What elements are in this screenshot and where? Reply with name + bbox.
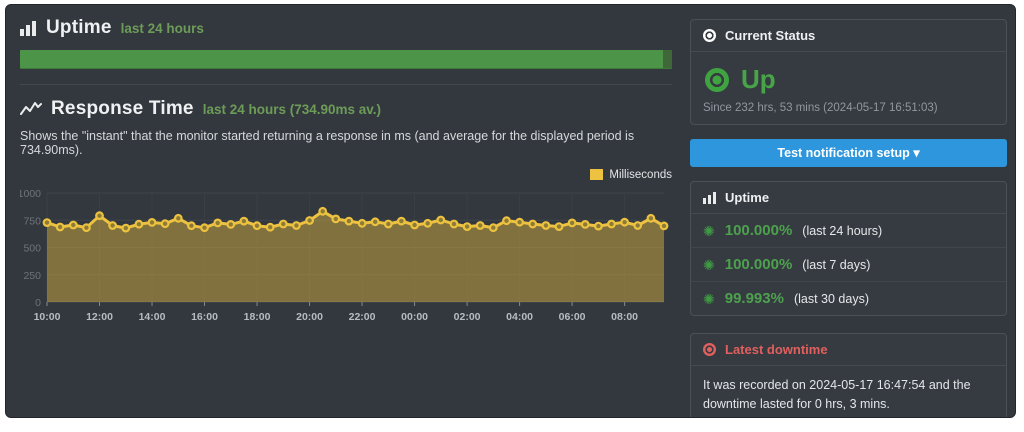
svg-text:20:00: 20:00 [296, 311, 323, 323]
burst-icon: ✺ [703, 256, 715, 273]
uptime-percent: 100.000% [724, 256, 793, 273]
svg-text:00:00: 00:00 [401, 311, 428, 323]
uptime-period: (last 30 days) [793, 291, 869, 306]
current-status-title: Current Status [725, 28, 816, 43]
uptime-percent: 99.993% [724, 290, 784, 307]
svg-text:16:00: 16:00 [191, 311, 218, 323]
chart-legend: Milliseconds [20, 167, 672, 182]
svg-text:14:00: 14:00 [139, 311, 166, 323]
downtime-target-icon [703, 343, 716, 356]
main-column: Uptime last 24 hours Response Time last … [20, 17, 672, 330]
legend-swatch [590, 169, 604, 180]
uptime-section-header: Uptime last 24 hours [20, 17, 672, 39]
status-since: Since 232 hrs, 53 mins (2024-05-17 16:51… [703, 102, 938, 114]
svg-text:04:00: 04:00 [506, 311, 533, 323]
uptime-row-30d: ✺ 99.993% (last 30 days) [691, 282, 1006, 315]
svg-text:12:00: 12:00 [86, 311, 113, 323]
status-row: Up [705, 64, 994, 95]
burst-icon: ✺ [703, 222, 715, 239]
burst-icon: ✺ [703, 290, 715, 307]
svg-text:0: 0 [35, 297, 41, 309]
caret-down-icon: ▾ [913, 146, 920, 160]
latest-downtime-header: Latest downtime [691, 334, 1006, 366]
legend-label: Milliseconds [609, 168, 672, 181]
uptime-percent: 100.000% [724, 222, 793, 239]
response-section-subtitle: last 24 hours (734.90ms av.) [202, 102, 382, 117]
uptime-section-title: Uptime [46, 17, 112, 38]
svg-text:10:00: 10:00 [34, 311, 61, 323]
svg-text:18:00: 18:00 [244, 311, 271, 323]
svg-text:250: 250 [23, 270, 41, 282]
bar-chart-icon [20, 20, 37, 36]
svg-text:06:00: 06:00 [559, 311, 586, 323]
test-notification-button[interactable]: Test notification setup ▾ [690, 139, 1007, 167]
test-notification-label: Test notification setup [777, 146, 910, 160]
latest-downtime-card: Latest downtime It was recorded on 2024-… [690, 333, 1007, 417]
svg-text:22:00: 22:00 [349, 311, 376, 323]
line-chart-icon [20, 101, 42, 117]
latest-downtime-text: It was recorded on 2024-05-17 16:47:54 a… [703, 378, 971, 412]
svg-text:08:00: 08:00 [611, 311, 638, 323]
current-status-body: Up Since 232 hrs, 53 mins (2024-05-17 16… [691, 52, 1006, 124]
response-description: Shows the "instant" that the monitor sta… [20, 129, 635, 157]
status-state: Up [741, 64, 776, 94]
uptime-row-24h: ✺ 100.000% (last 24 hours) [691, 214, 1006, 248]
current-status-header: Current Status [691, 20, 1006, 52]
uptime-row-7d: ✺ 100.000% (last 7 days) [691, 248, 1006, 282]
uptime-period: (last 24 hours) [802, 223, 883, 238]
uptime-stats-title: Uptime [725, 190, 770, 205]
current-status-card: Current Status Up Since 232 hrs, 53 mins… [690, 19, 1007, 125]
status-up-icon [705, 67, 729, 92]
svg-text:02:00: 02:00 [454, 311, 481, 323]
bar-chart-icon [703, 191, 716, 204]
section-divider [20, 84, 672, 85]
response-time-chart: 0 250 500 750 1000 10:00 12:00 14:00 16:00 18:00 2… [20, 188, 669, 323]
uptime-stats-header: Uptime [691, 182, 1006, 214]
response-section-title: Response Time [51, 98, 194, 119]
svg-text:1000: 1000 [20, 188, 41, 200]
svg-text:750: 750 [23, 215, 41, 227]
sidebar: Current Status Up Since 232 hrs, 53 mins… [690, 19, 1007, 417]
dashboard-panel: Uptime last 24 hours Response Time last … [5, 4, 1016, 418]
uptime-period: (last 7 days) [802, 257, 871, 272]
latest-downtime-title: Latest downtime [725, 342, 828, 357]
svg-text:500: 500 [23, 243, 41, 255]
uptime-stats-card: Uptime ✺ 100.000% (last 24 hours) ✺ 100.… [690, 181, 1007, 316]
status-target-icon [703, 29, 716, 42]
response-section-header: Response Time last 24 hours (734.90ms av… [20, 98, 672, 120]
response-chart-container: Milliseconds 0 250 500 750 1000 10:00 12:00 14:… [20, 167, 672, 330]
uptime-progress-bar [20, 50, 672, 69]
latest-downtime-body: It was recorded on 2024-05-17 16:47:54 a… [691, 366, 1006, 417]
uptime-section-subtitle: last 24 hours [120, 21, 204, 36]
